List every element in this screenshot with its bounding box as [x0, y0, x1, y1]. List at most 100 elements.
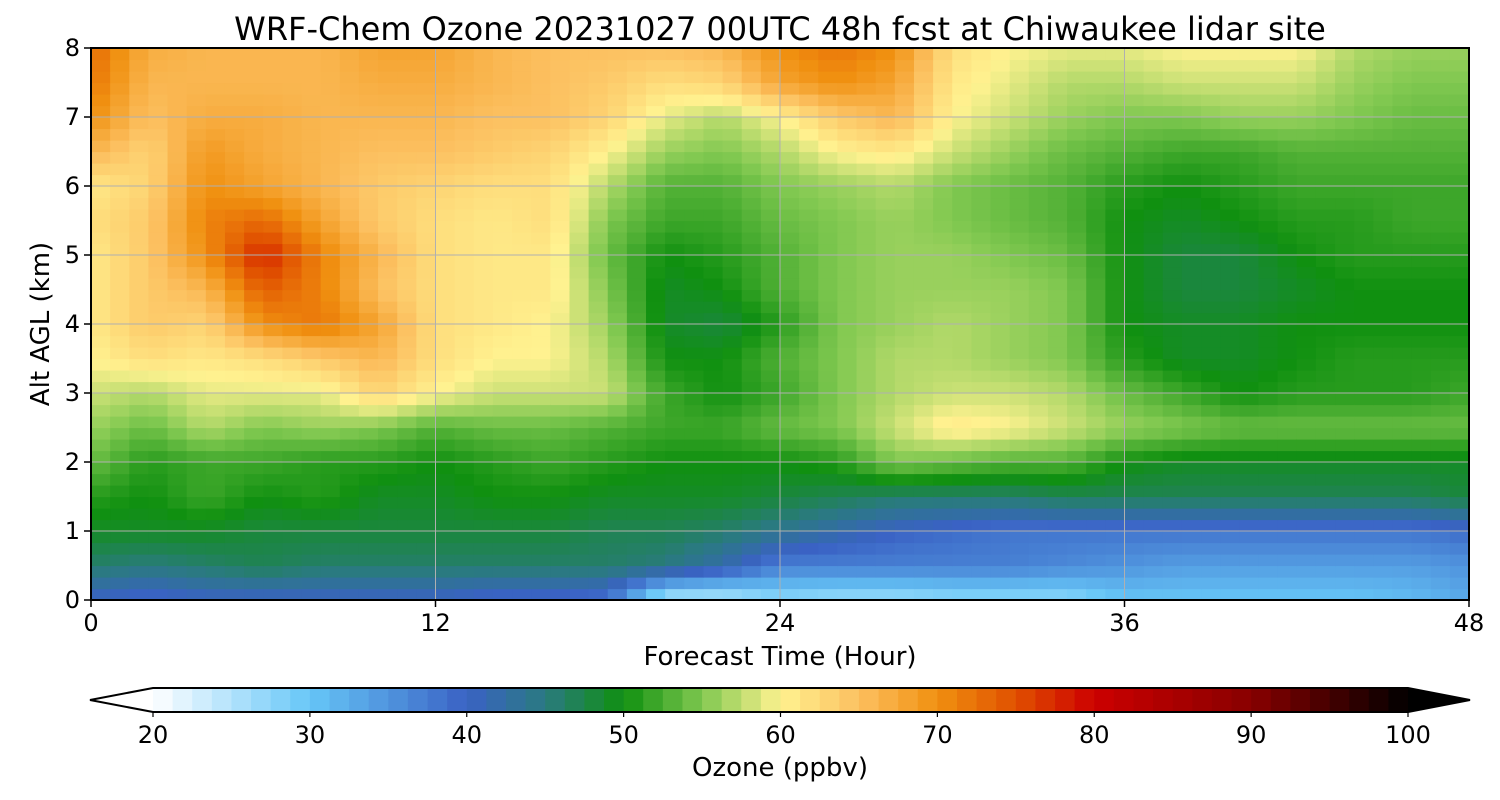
heatmap-cell — [856, 508, 877, 521]
heatmap-cell — [148, 59, 169, 72]
heatmap-cell — [952, 48, 972, 61]
heatmap-cell — [1354, 220, 1374, 233]
heatmap-cell — [760, 128, 781, 141]
heatmap-cell — [282, 232, 303, 245]
heatmap-cell — [799, 209, 819, 222]
heatmap-cell — [818, 588, 839, 600]
heatmap-cell — [837, 186, 858, 199]
heatmap-cell — [492, 255, 513, 268]
heatmap-cell — [1315, 496, 1336, 509]
heatmap-cell — [1086, 301, 1106, 314]
heatmap-cell — [1201, 370, 1221, 383]
heatmap-cell — [569, 577, 590, 590]
heatmap-cell — [263, 381, 283, 394]
heatmap-cell — [1105, 301, 1126, 314]
heatmap-cell — [378, 163, 398, 176]
heatmap-cell — [1181, 324, 1202, 337]
heatmap-cell — [1277, 439, 1298, 452]
heatmap-cell — [971, 416, 992, 429]
heatmap-cell — [569, 48, 590, 61]
heatmap-cell — [454, 278, 475, 291]
heatmap-cell — [875, 71, 896, 84]
heatmap-cell — [320, 393, 341, 406]
heatmap-cell — [1296, 473, 1317, 486]
colorbar-segment — [427, 688, 448, 712]
heatmap-cell — [1047, 473, 1068, 486]
heatmap-cell — [358, 462, 379, 475]
heatmap-cell — [1143, 301, 1164, 314]
heatmap-cell — [1239, 301, 1260, 314]
heatmap-cell — [339, 117, 360, 130]
heatmap-cell — [1009, 324, 1030, 337]
heatmap-cell — [454, 439, 475, 452]
heatmap-cell — [799, 151, 819, 164]
heatmap-cell — [1124, 531, 1145, 544]
heatmap-cell — [186, 266, 207, 279]
heatmap-cell — [512, 105, 532, 118]
colorbar-segment — [368, 688, 389, 712]
colorbar-segment — [309, 688, 330, 712]
heatmap-cell — [741, 565, 762, 578]
heatmap-cell — [492, 588, 513, 600]
heatmap-cell — [1220, 519, 1240, 532]
heatmap-cell — [492, 519, 513, 532]
heatmap-cell — [741, 186, 762, 199]
heatmap-cell — [952, 427, 972, 440]
heatmap-cell — [1009, 117, 1030, 130]
heatmap-cell — [1315, 128, 1336, 141]
heatmap-cell — [186, 427, 207, 440]
heatmap-cell — [378, 324, 398, 337]
heatmap-cell — [167, 335, 188, 348]
heatmap-cell — [358, 370, 379, 383]
heatmap-cell — [1201, 289, 1221, 302]
heatmap-cell — [205, 370, 226, 383]
heatmap-cell — [473, 439, 494, 452]
heatmap-cell — [569, 243, 590, 256]
heatmap-cell — [1315, 117, 1336, 130]
heatmap-cell — [818, 59, 839, 72]
heatmap-cell — [1373, 140, 1394, 153]
heatmap-cell — [607, 59, 628, 72]
heatmap-cell — [550, 82, 571, 95]
heatmap-cell — [167, 140, 188, 153]
heatmap-cell — [569, 496, 590, 509]
heatmap-cell — [646, 335, 666, 348]
heatmap-cell — [1239, 174, 1260, 187]
heatmap-cell — [1373, 404, 1394, 417]
heatmap-cell — [780, 59, 800, 72]
heatmap-cell — [205, 416, 226, 429]
heatmap-cell — [1411, 335, 1432, 348]
heatmap-cell — [167, 278, 188, 291]
heatmap-cell — [1009, 289, 1030, 302]
heatmap-cell — [703, 508, 724, 521]
heatmap-cell — [1315, 358, 1336, 371]
heatmap-cell — [1449, 209, 1469, 222]
heatmap-cell — [875, 554, 896, 567]
heatmap-cell — [894, 48, 915, 61]
heatmap-cell — [1028, 48, 1049, 61]
heatmap-cell — [626, 117, 647, 130]
heatmap-cell — [1220, 324, 1240, 337]
heatmap-cell — [1124, 163, 1145, 176]
heatmap-cell — [722, 59, 743, 72]
colorbar-segment — [211, 688, 232, 712]
heatmap-cell — [339, 71, 360, 84]
heatmap-cell — [397, 278, 417, 291]
heatmap-cell — [856, 485, 877, 498]
heatmap-cell — [856, 324, 877, 337]
heatmap-cell — [569, 128, 590, 141]
heatmap-cell — [205, 151, 226, 164]
heatmap-cell — [913, 531, 934, 544]
heatmap-cell — [741, 197, 762, 210]
heatmap-cell — [1411, 312, 1432, 325]
heatmap-cell — [760, 48, 781, 61]
heatmap-cell — [913, 71, 934, 84]
heatmap-cell — [301, 174, 322, 187]
heatmap-cell — [244, 312, 264, 325]
heatmap-cell — [148, 301, 169, 314]
heatmap-cell — [550, 117, 571, 130]
heatmap-cell — [1220, 128, 1240, 141]
heatmap-cell — [1181, 140, 1202, 153]
heatmap-cell — [244, 301, 264, 314]
heatmap-cell — [665, 554, 685, 567]
